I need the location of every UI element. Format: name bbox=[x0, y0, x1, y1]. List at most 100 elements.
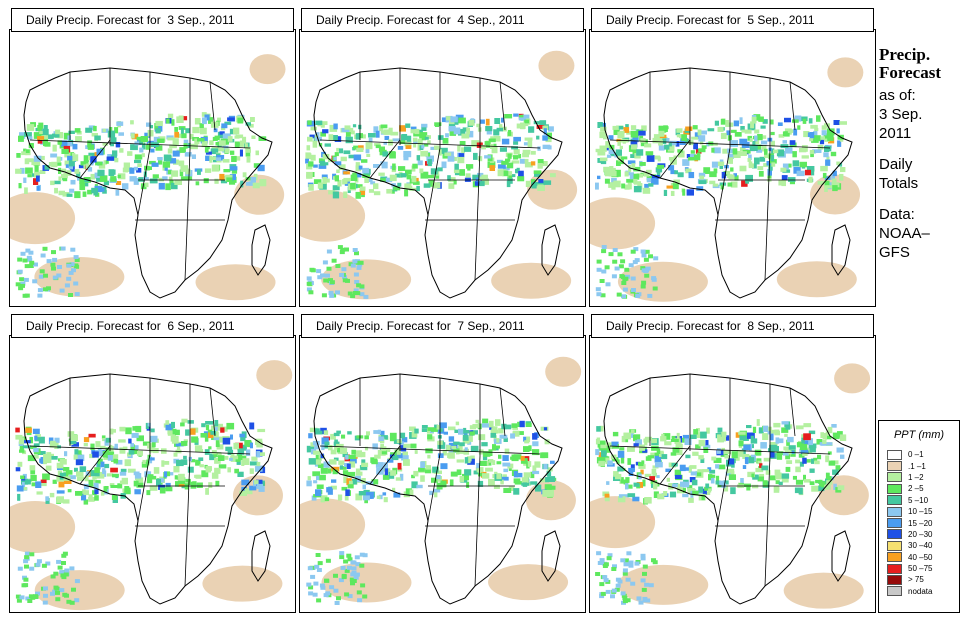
precip-cell bbox=[597, 440, 606, 447]
precip-cell bbox=[358, 165, 363, 170]
precip-cell bbox=[802, 452, 808, 456]
precip-cell bbox=[329, 280, 335, 285]
precip-cell bbox=[205, 146, 210, 150]
precip-cell bbox=[91, 187, 98, 194]
precip-cell bbox=[490, 136, 498, 140]
precip-cell bbox=[630, 276, 636, 281]
precip-cell bbox=[777, 122, 783, 126]
precip-cell bbox=[676, 134, 684, 138]
precip-cell bbox=[90, 156, 97, 163]
precip-cell bbox=[525, 422, 532, 427]
precip-cell bbox=[400, 173, 407, 178]
precip-cell bbox=[310, 574, 316, 579]
precip-cell bbox=[145, 182, 149, 188]
precip-cell bbox=[646, 155, 655, 162]
precip-cell bbox=[731, 451, 738, 459]
precip-cell bbox=[179, 147, 186, 153]
precip-cell bbox=[174, 131, 179, 138]
precip-cell bbox=[144, 165, 150, 171]
precip-cell bbox=[360, 451, 366, 458]
precip-cell bbox=[53, 571, 59, 576]
precip-cell bbox=[340, 156, 347, 162]
country-border bbox=[474, 455, 481, 587]
precip-cell bbox=[441, 117, 446, 123]
precip-cell bbox=[203, 178, 209, 184]
precip-cell bbox=[763, 457, 771, 462]
precip-cell bbox=[771, 162, 776, 167]
precip-cell bbox=[306, 582, 312, 587]
precip-cell bbox=[308, 458, 316, 465]
precip-cell bbox=[315, 489, 322, 497]
precip-cell bbox=[380, 446, 387, 452]
precip-cell bbox=[640, 249, 646, 254]
precip-blob bbox=[783, 572, 864, 609]
precip-cell bbox=[608, 135, 614, 140]
precip-cell bbox=[425, 465, 431, 470]
precip-cell bbox=[824, 442, 833, 446]
precip-cell bbox=[768, 164, 773, 171]
precip-cell bbox=[836, 161, 840, 166]
precip-cell bbox=[827, 451, 832, 455]
precip-cell bbox=[354, 280, 360, 284]
precip-cell bbox=[648, 583, 654, 588]
precip-cell bbox=[25, 167, 33, 174]
precip-cell bbox=[753, 114, 761, 121]
country-border bbox=[764, 455, 771, 587]
precip-cell bbox=[87, 167, 93, 172]
precip-cell bbox=[365, 481, 374, 485]
precip-cell bbox=[824, 185, 828, 192]
precip-cell bbox=[149, 485, 158, 491]
precip-cell bbox=[109, 127, 113, 132]
precip-cell bbox=[63, 132, 70, 140]
precip-cell bbox=[479, 181, 485, 187]
precip-cell bbox=[230, 166, 238, 171]
precip-cell bbox=[405, 169, 412, 175]
forecast-map bbox=[9, 335, 296, 613]
precip-cell bbox=[612, 564, 617, 569]
precip-cell bbox=[450, 116, 458, 123]
precip-cell bbox=[817, 454, 822, 460]
precip-cell bbox=[680, 437, 685, 443]
precip-cell bbox=[23, 577, 29, 582]
precip-cell bbox=[40, 138, 46, 145]
precip-cell bbox=[84, 182, 89, 187]
precip-cell bbox=[727, 182, 733, 187]
precip-cell bbox=[321, 293, 327, 298]
precip-cell bbox=[97, 458, 103, 465]
precip-cell bbox=[494, 118, 501, 124]
precip-cell bbox=[818, 485, 825, 492]
precip-cell bbox=[195, 459, 201, 466]
precip-cell bbox=[546, 489, 554, 497]
precip-cell bbox=[788, 177, 796, 182]
precip-cell bbox=[245, 151, 251, 157]
precip-cell bbox=[167, 430, 173, 436]
precip-cell bbox=[720, 118, 726, 125]
precip-cell bbox=[79, 178, 85, 184]
precip-cell bbox=[311, 495, 317, 501]
precip-cell bbox=[536, 135, 540, 140]
precip-cell bbox=[663, 491, 668, 496]
precip-cell bbox=[68, 270, 74, 275]
precip-cell bbox=[524, 137, 533, 141]
precip-cell bbox=[519, 420, 525, 428]
precip-cell bbox=[73, 281, 79, 286]
precip-cell bbox=[227, 136, 233, 142]
legend-label: 5 –10 bbox=[908, 495, 929, 505]
legend-swatch bbox=[887, 495, 902, 506]
precip-cell bbox=[493, 484, 500, 489]
precip-cell bbox=[832, 178, 837, 185]
precip-cell bbox=[355, 191, 361, 199]
precip-cell bbox=[614, 587, 620, 592]
legend-label: 40 –50 bbox=[908, 552, 933, 562]
precip-cell bbox=[88, 479, 96, 487]
precip-cell bbox=[165, 486, 173, 492]
precip-cell bbox=[34, 437, 43, 442]
precip-cell bbox=[240, 455, 247, 461]
precip-cell bbox=[95, 450, 103, 457]
precip-cell bbox=[739, 434, 747, 441]
precip-cell bbox=[801, 437, 805, 444]
precip-cell bbox=[248, 181, 255, 186]
precip-cell bbox=[689, 434, 697, 439]
precip-cell bbox=[191, 436, 199, 443]
precip-cell bbox=[489, 426, 493, 430]
